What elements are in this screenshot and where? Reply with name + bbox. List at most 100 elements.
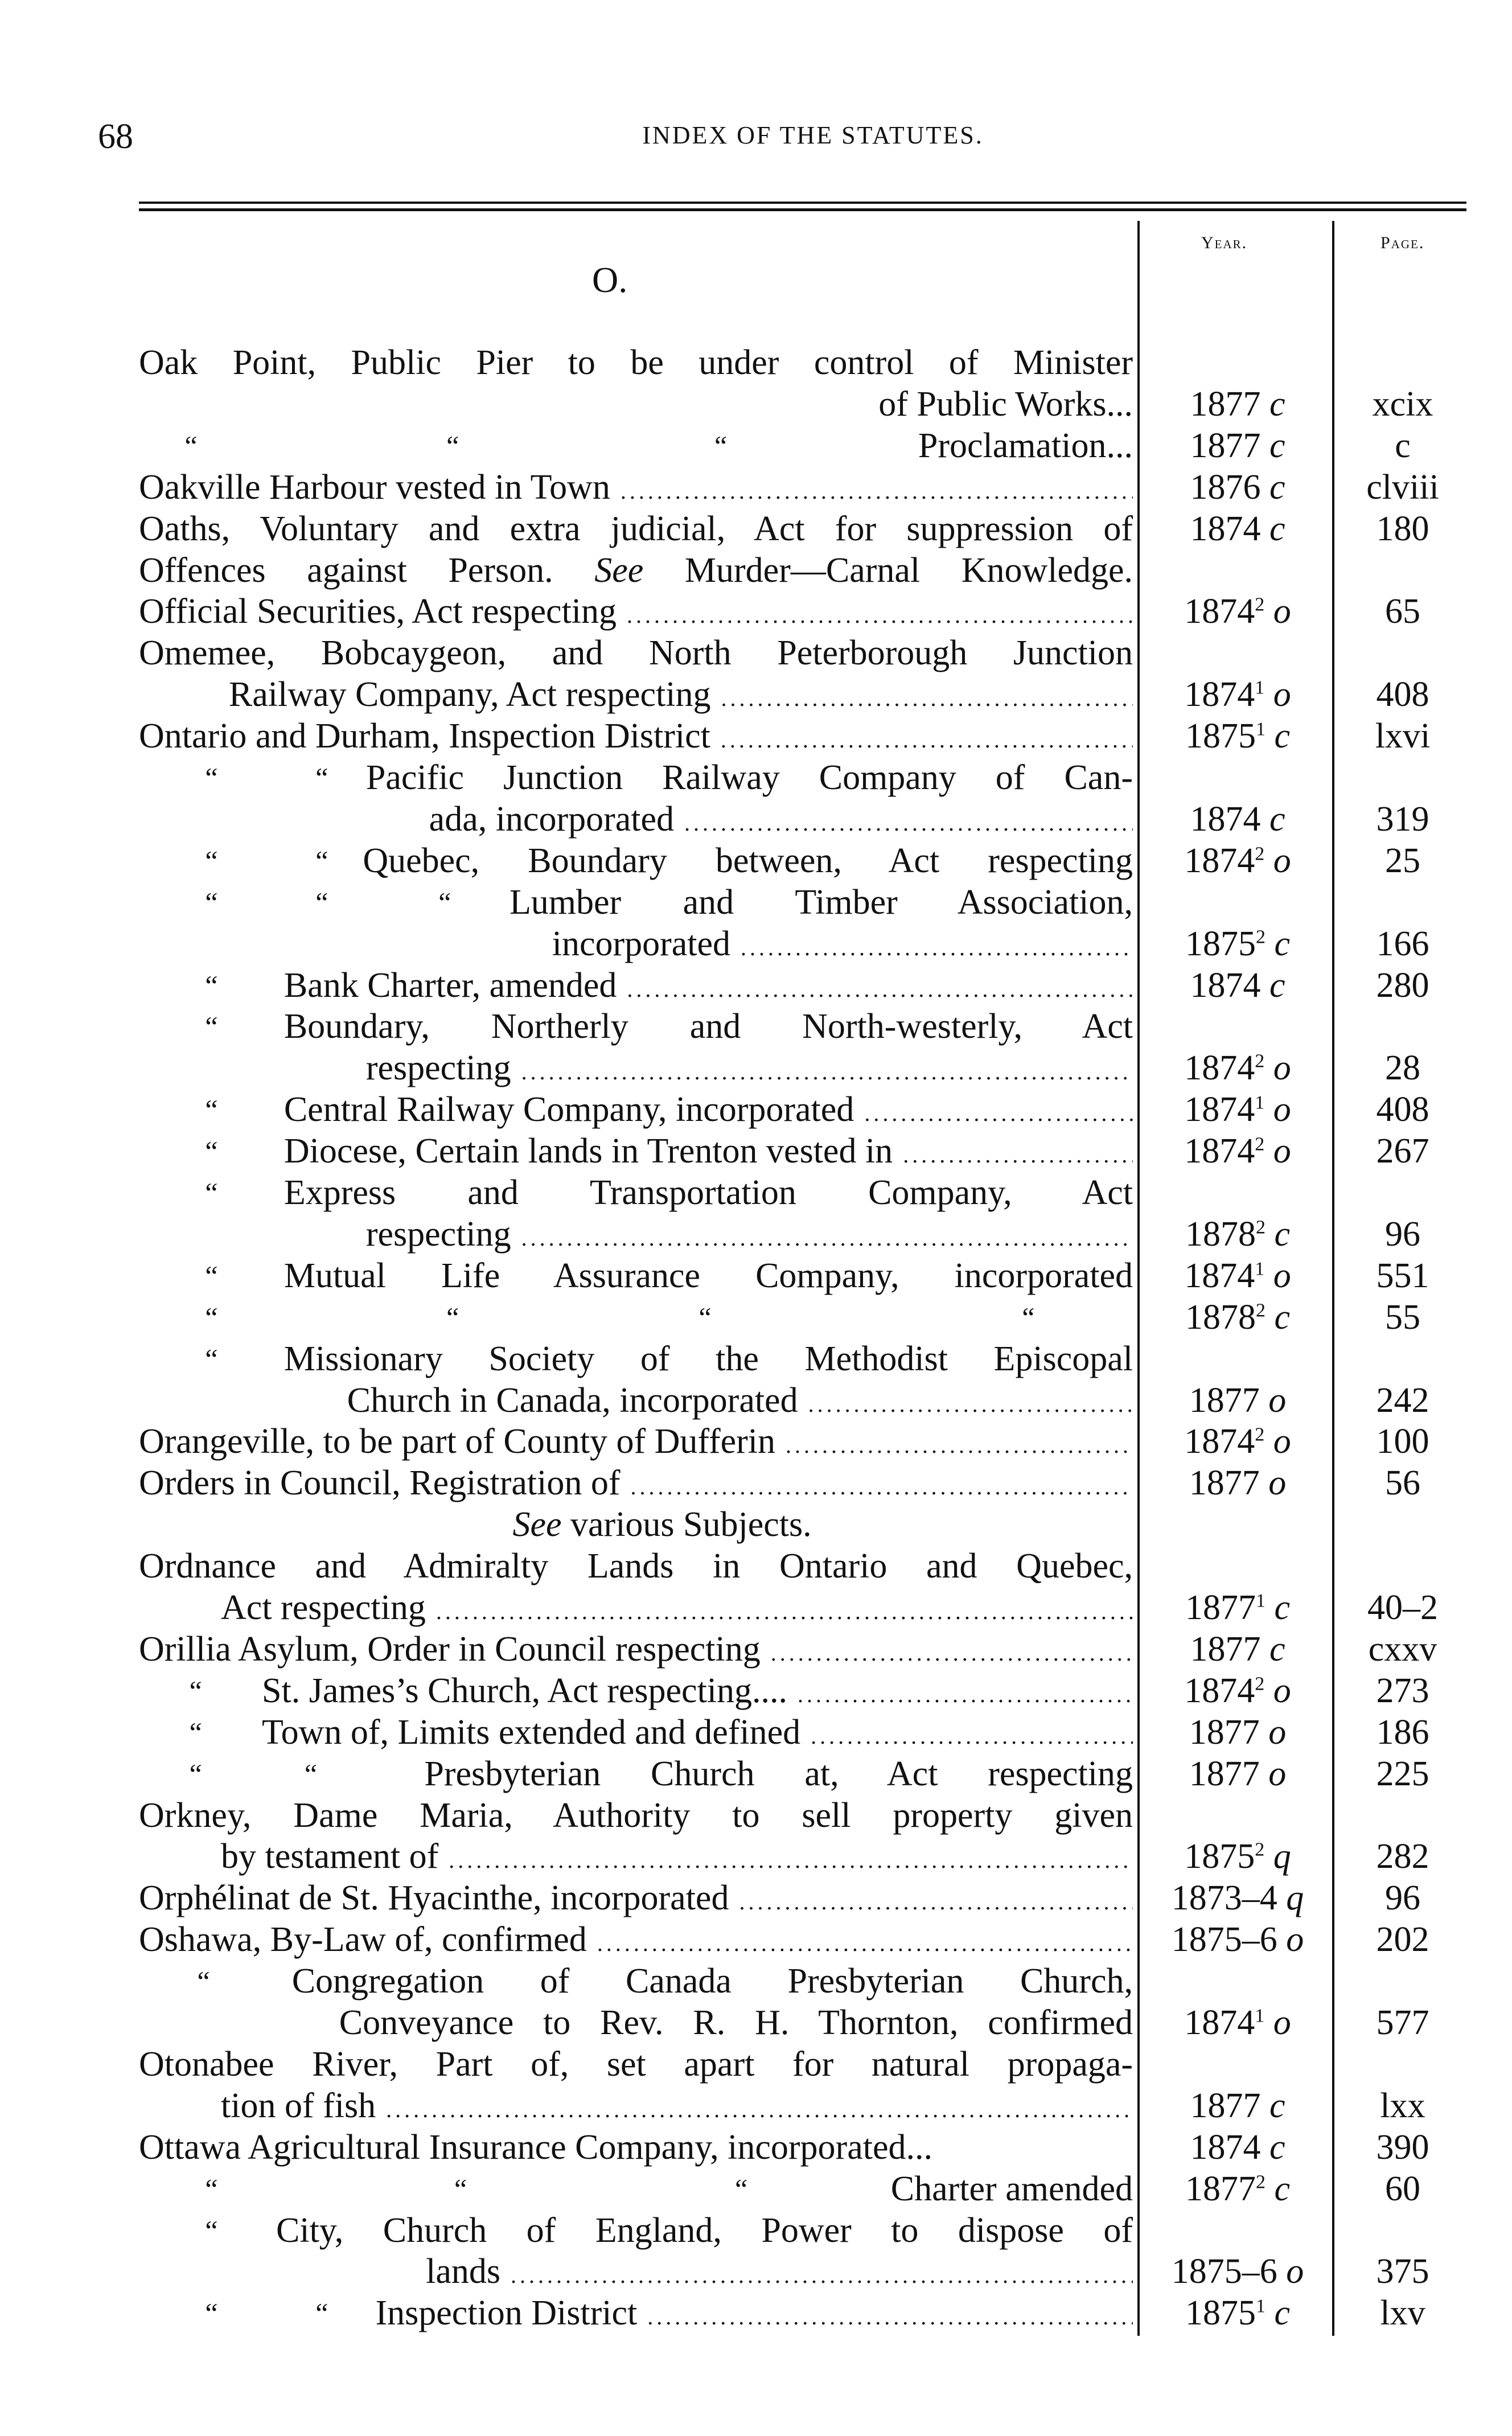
entry-text: Lumber and Timber Association, (509, 882, 1133, 922)
dot-leader: ........................................… (435, 1599, 1133, 1624)
page-cell: 390 (1376, 2127, 1429, 2167)
page-cell: 282 (1376, 1837, 1429, 1876)
ditto-mark: “ (1022, 1301, 1035, 1333)
page-cell: lxv (1380, 2294, 1425, 2333)
entry-text: Omemee, Bobcaygeon, and North Peterborou… (139, 634, 1133, 673)
page-cell: lxx (1380, 2086, 1425, 2125)
ditto-mark: “ (454, 2172, 467, 2205)
entry-text: Conveyance to Rev. R. H. Thornton, confi… (339, 2003, 1133, 2042)
ditto-mark: “ (315, 844, 328, 877)
dot-leader: ........................................… (684, 810, 1133, 836)
page-cell: 65 (1385, 592, 1420, 631)
ditto-mark: “ (189, 1674, 202, 1707)
page-column-divider (1332, 221, 1334, 2336)
header-rule-thick (139, 208, 1466, 211)
dot-leader: ........................................… (720, 727, 1133, 753)
entry-text: by testament of (221, 1837, 439, 1876)
ditto-mark: “ (197, 1965, 210, 1998)
year-cell: 18742 o (1184, 1132, 1291, 1171)
year-cell: 18742 o (1184, 1049, 1291, 1088)
entry-text: Act respecting (221, 1588, 426, 1627)
page-cell: xcix (1372, 384, 1433, 424)
ditto-mark: “ (205, 1094, 218, 1126)
entry-text: Ontario and Durham, Inspection District (139, 717, 710, 756)
page-cell: lxvi (1375, 717, 1431, 756)
dot-leader: ........................................… (808, 1391, 1133, 1417)
dot-leader: ........................................… (521, 1059, 1133, 1085)
entry-text: respecting (365, 1049, 511, 1088)
dot-leader: ........................................… (786, 1432, 1133, 1459)
ditto-mark: “ (735, 2172, 748, 2205)
see-reference: See (512, 1505, 562, 1544)
entry-text: Presbyterian Church at, Act respecting (424, 1754, 1133, 1793)
page-cell: 551 (1376, 1256, 1429, 1295)
page-cell: 225 (1376, 1754, 1429, 1793)
entry-text: Express and Transportation Company, Act (284, 1173, 1133, 1212)
page-cell: 96 (1385, 1214, 1420, 1254)
page-column-header: Page. (1380, 233, 1425, 252)
dot-leader: ........................................… (647, 2304, 1133, 2330)
ditto-mark: “ (315, 2297, 328, 2330)
dot-leader: ........................................… (741, 934, 1133, 960)
page-cell: 242 (1376, 1381, 1429, 1420)
dot-leader: ........................................… (739, 1889, 1133, 1915)
page-cell: 166 (1376, 924, 1429, 963)
entry-text: Pacific Junction Railway Company of Can- (365, 758, 1133, 797)
entry-text: tion of fish (221, 2086, 376, 2125)
dot-leader: ........................................… (627, 976, 1133, 1002)
page-cell: 100 (1376, 1422, 1429, 1461)
ditto-mark: “ (446, 429, 459, 462)
ditto-mark: “ (205, 1177, 218, 1209)
dot-leader: ........................................… (811, 1723, 1133, 1749)
ditto-mark: “ (205, 969, 218, 1001)
entry-text: respecting (365, 1214, 511, 1254)
ditto-mark: “ (205, 886, 218, 918)
running-title: INDEX OF THE STATUTES. (642, 121, 984, 149)
ditto-mark: “ (205, 1342, 218, 1375)
ditto-mark: “ (699, 1301, 712, 1333)
page-cell: 408 (1376, 675, 1429, 714)
ditto-mark: “ (184, 429, 198, 462)
page-cell: 267 (1376, 1132, 1429, 1171)
dot-leader: ........................................… (511, 2262, 1133, 2289)
year-cell: 18782 c (1185, 1297, 1291, 1337)
entry-text: Boundary, Northerly and North-westerly, … (284, 1007, 1133, 1046)
year-cell: 18782 c (1185, 1214, 1291, 1254)
ditto-mark: “ (714, 429, 728, 462)
ditto-mark: “ (205, 762, 218, 794)
year-cell: 1877 c (1190, 384, 1285, 424)
entry-text: lands (426, 2252, 500, 2291)
year-cell: 1877 o (1189, 1381, 1287, 1420)
dot-leader: ........................................… (903, 1142, 1133, 1168)
page-cell: 375 (1376, 2252, 1429, 2291)
ditto-mark: “ (205, 2297, 218, 2330)
dot-leader: ........................................… (386, 2096, 1133, 2122)
entry-text: Orkney, Dame Maria, Authority to sell pr… (139, 1796, 1133, 1835)
ditto-mark: “ (438, 886, 451, 918)
ditto-mark: “ (205, 1259, 218, 1292)
year-cell: 1877 c (1190, 2086, 1285, 2125)
dot-leader: ........................................… (864, 1100, 1133, 1127)
year-cell: 1875–6 o (1171, 2252, 1304, 2291)
year-cell: 18751 c (1185, 2294, 1291, 2333)
year-cell: 18772 c (1185, 2169, 1291, 2208)
page-cell: 56 (1385, 1464, 1420, 1503)
entry-text: Otonabee River, Part of, set apart for n… (139, 2044, 1133, 2084)
entry-text: Mutual Life Assurance Company, incorpora… (284, 1256, 1133, 1295)
entry-text: Official Securities, Act respecting (139, 592, 617, 631)
entry-text: Orders in Council, Registration of (139, 1464, 621, 1503)
year-cell: 18741 o (1184, 675, 1291, 714)
ditto-mark: “ (304, 1757, 318, 1790)
page-cell: 202 (1376, 1920, 1429, 1960)
year-cell: 18742 o (1184, 1422, 1291, 1461)
year-cell: 1874 c (1190, 966, 1285, 1005)
entry-text: Orillia Asylum, Order in Council respect… (139, 1629, 761, 1669)
ditto-mark: “ (205, 2214, 218, 2246)
year-cell: 18742 o (1184, 592, 1291, 631)
year-cell: 18752 c (1185, 924, 1291, 963)
entry-text: Ordnance and Admiralty Lands in Ontario … (139, 1547, 1133, 1586)
ditto-mark: “ (205, 1301, 218, 1333)
page-cell: 319 (1376, 799, 1429, 839)
entry-text: Oshawa, By-Law of, confirmed (139, 1920, 587, 1960)
entry-text: Railway Company, Act respecting (228, 675, 711, 714)
